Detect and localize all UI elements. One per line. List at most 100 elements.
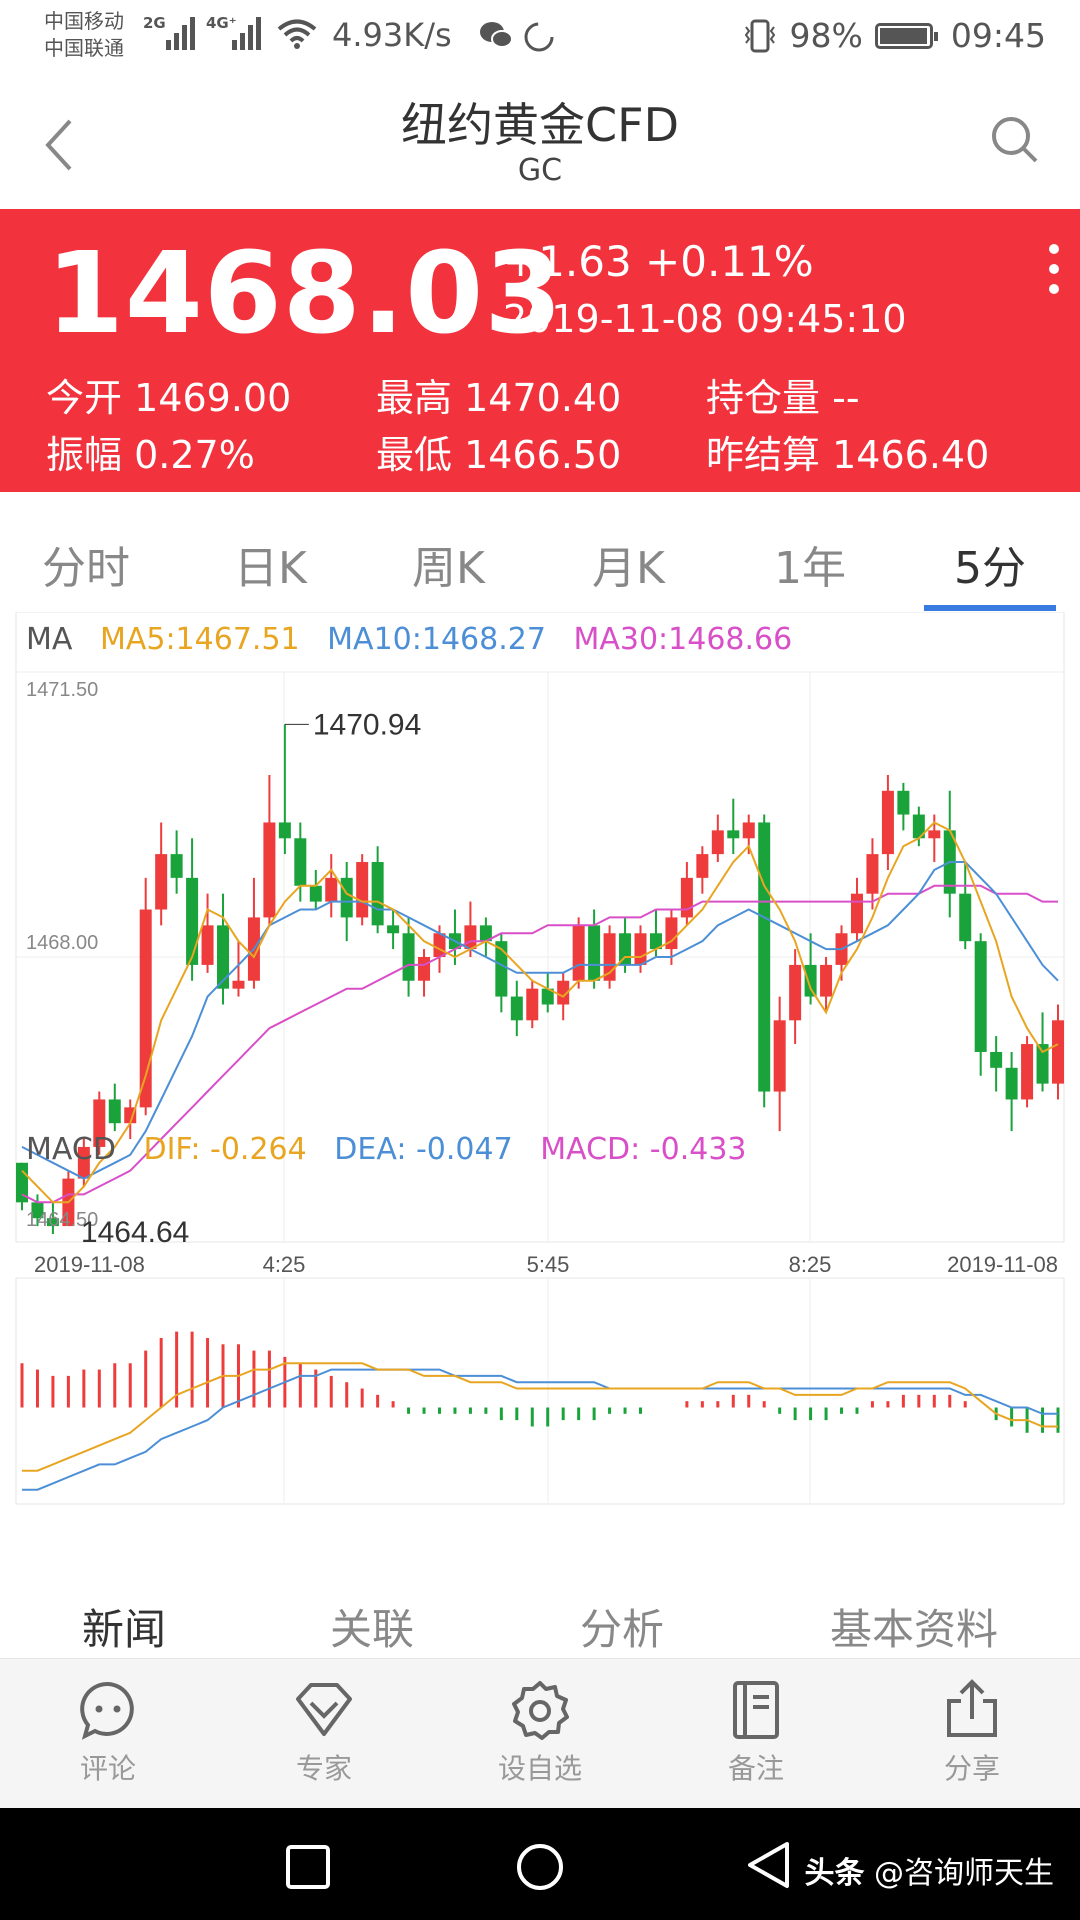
dea-value: DEA: -0.047 <box>334 1132 513 1167</box>
candle-body <box>418 957 431 981</box>
candle-body <box>402 933 415 981</box>
note-button[interactable]: 备注 <box>686 1679 826 1787</box>
ma10-value: MA10:1468.27 <box>327 622 546 657</box>
network-type-2: 4G⁺ <box>206 14 237 32</box>
macd-label: MACD <box>26 1132 116 1167</box>
candle-body <box>479 925 492 942</box>
candlestick-chart[interactable]: 1471.50 1468.00 1464.50 1470.94 1464.64 2019-… <box>0 612 1080 1512</box>
carrier-1: 中国移动 <box>44 9 124 33</box>
tab-monthly-k[interactable]: 月K <box>592 543 665 594</box>
candle-body <box>928 830 941 839</box>
candle-body <box>278 822 291 839</box>
carrier-2: 中国联通 <box>44 36 124 60</box>
candle-body <box>124 1107 137 1124</box>
ma30-value: MA30:1468.66 <box>573 622 793 657</box>
candle-body <box>866 854 879 894</box>
tab-5-min[interactable]: 5分 <box>954 543 1026 594</box>
candle-body <box>201 925 214 965</box>
candle-body <box>108 1099 121 1124</box>
x-tick-label: 4:25 <box>263 1252 306 1277</box>
gear-icon <box>512 1681 569 1740</box>
candle-body <box>912 814 925 839</box>
ma10-line <box>21 861 1059 1180</box>
stat-prev-settle: 昨结算 1466.40 <box>706 433 990 477</box>
share-button[interactable]: 分享 <box>902 1679 1042 1787</box>
candle-body <box>711 830 724 855</box>
ma5-value: MA5:1467.51 <box>99 622 300 657</box>
tab-related[interactable]: 关联 <box>330 1605 415 1654</box>
tab-weekly-k[interactable]: 周K <box>412 543 485 594</box>
status-bar: 中国移动 中国联通 2G 4G⁺ 4.93K/s 98% 09:45 <box>0 0 1080 75</box>
candle-body <box>634 933 647 965</box>
loading-icon <box>524 22 554 52</box>
back-arrow-icon[interactable] <box>40 115 80 175</box>
candle-body <box>696 854 709 878</box>
expert-button[interactable]: 专家 <box>254 1679 394 1787</box>
expert-icon <box>296 1683 352 1736</box>
candle-body <box>93 1099 106 1147</box>
chart-area: MA MA5:1467.51 MA10:1468.27 MA30:1468.66… <box>0 612 1080 1512</box>
wechat-icon <box>480 22 513 48</box>
tab-analysis[interactable]: 分析 <box>580 1605 665 1654</box>
carrier-labels: 中国移动 中国联通 <box>44 8 124 62</box>
quote-banner: 1468.03 +1.63 +0.11% 2019-11-08 09:45:10… <box>0 209 1080 492</box>
tab-daily-k[interactable]: 日K <box>234 543 307 594</box>
clock: 09:45 <box>950 16 1046 55</box>
candle-body <box>510 996 523 1021</box>
candle-body <box>155 854 168 910</box>
home-icon[interactable] <box>515 1842 565 1892</box>
tab-fundamentals[interactable]: 基本资料 <box>830 1605 999 1654</box>
candle-body <box>959 893 972 942</box>
note-label: 备注 <box>727 1752 784 1785</box>
candle-body <box>217 925 230 989</box>
comment-label: 评论 <box>79 1752 136 1785</box>
share-icon <box>947 1679 997 1737</box>
ma-label: MA <box>26 622 73 657</box>
candle-body <box>170 854 183 878</box>
candle-body <box>1036 1044 1049 1084</box>
candle-body <box>665 917 678 950</box>
comment-button[interactable]: 评论 <box>38 1679 178 1787</box>
candle-body <box>990 1051 1003 1068</box>
candle-body <box>820 964 833 997</box>
y-tick-label: 1468.00 <box>26 932 98 954</box>
candle-body <box>464 925 477 950</box>
macd-value: MACD: -0.433 <box>540 1132 747 1167</box>
candle-body <box>232 980 245 989</box>
tab-intraday[interactable]: 分时 <box>42 543 130 594</box>
x-tick-label: 2019-11-08 <box>947 1252 1058 1277</box>
tab-1-year[interactable]: 1年 <box>774 543 846 594</box>
share-label: 分享 <box>943 1752 1000 1785</box>
candle-body <box>773 1020 786 1092</box>
stat-open: 今开 1469.00 <box>46 376 292 420</box>
candle-body <box>433 933 446 957</box>
candle-body <box>1021 1044 1034 1100</box>
signal-icon <box>232 17 261 50</box>
candle-body <box>680 877 693 918</box>
watermark: 头条 @咨询师天生 <box>804 1848 1054 1892</box>
candle-body <box>387 925 400 934</box>
active-tab-indicator <box>924 605 1056 611</box>
price-change: +1.63 +0.11% <box>503 237 814 286</box>
back-icon[interactable] <box>745 1840 791 1890</box>
x-tick-label: 5:45 <box>527 1252 570 1277</box>
stat-amplitude: 振幅 0.27% <box>46 433 255 477</box>
chart-frame <box>15 612 1065 1243</box>
expert-label: 专家 <box>295 1752 352 1785</box>
more-icon[interactable] <box>1048 239 1060 299</box>
candle-body <box>850 893 863 934</box>
wifi-icon <box>277 19 317 49</box>
add-watchlist-button[interactable]: 设自选 <box>470 1679 610 1787</box>
candle-body <box>139 909 152 1108</box>
network-type-1: 2G <box>143 14 166 32</box>
candle-body <box>186 877 199 965</box>
tab-news[interactable]: 新闻 <box>82 1605 167 1654</box>
period-tabs: 分时 日K 周K 月K 1年 5分 <box>0 492 1080 612</box>
search-icon[interactable] <box>990 115 1040 165</box>
min-price-label: 1464.64 <box>81 1216 189 1249</box>
last-price: 1468.03 <box>46 229 564 359</box>
candle-body <box>526 988 539 1021</box>
recent-apps-icon[interactable] <box>285 1844 331 1890</box>
dif-line <box>22 1362 1058 1472</box>
network-speed: 4.93K/s <box>332 16 452 54</box>
